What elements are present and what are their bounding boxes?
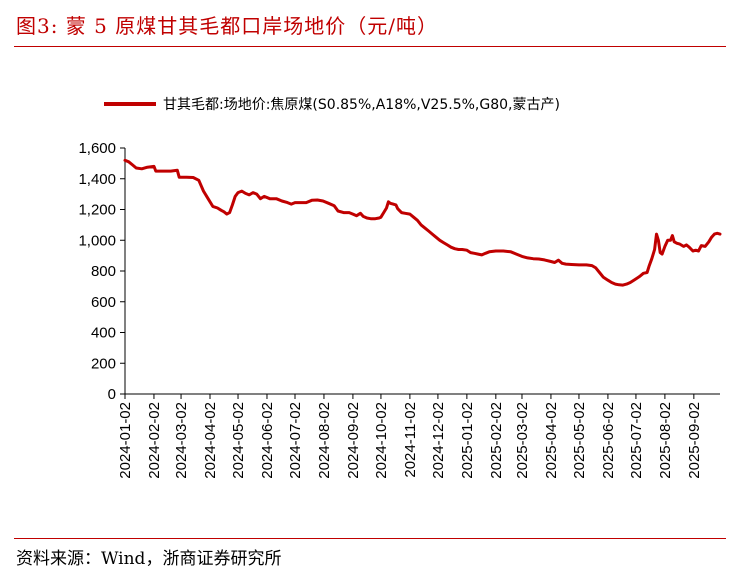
x-tick-label: 2024-08-02 <box>316 402 333 479</box>
x-tick-label: 2025-06-02 <box>600 402 617 479</box>
y-tick-label: 1,400 <box>78 171 116 188</box>
source-note: 资料来源：Wind，浙商证券研究所 <box>16 549 282 569</box>
y-tick-label: 400 <box>91 325 116 342</box>
legend-label: 甘其毛都:场地价:焦原煤(S0.85%,A18%,V25.5%,G80,蒙古产) <box>163 97 560 113</box>
x-tick-label: 2024-12-02 <box>430 402 447 479</box>
x-tick-label: 2025-02-02 <box>488 402 505 479</box>
y-tick-label: 0 <box>108 386 116 403</box>
y-tick-label: 1,200 <box>78 202 116 219</box>
x-tick-label: 2024-05-02 <box>230 402 247 479</box>
x-tick-label: 2025-04-02 <box>543 402 560 479</box>
source-divider <box>14 538 726 539</box>
x-tick-label: 2024-04-02 <box>202 402 219 479</box>
y-tick-label: 1,600 <box>78 140 116 157</box>
chart-legend: 甘其毛都:场地价:焦原煤(S0.85%,A18%,V25.5%,G80,蒙古产) <box>104 97 560 113</box>
x-tick-label: 2025-01-02 <box>459 402 476 479</box>
x-tick-label: 2024-11-02 <box>402 402 419 478</box>
x-tick-label: 2024-03-02 <box>173 402 190 479</box>
line-chart: 甘其毛都:场地价:焦原煤(S0.85%,A18%,V25.5%,G80,蒙古产)… <box>78 97 722 479</box>
x-tick-label: 2025-08-02 <box>657 402 674 479</box>
y-tick-label: 1,000 <box>78 232 116 249</box>
series-line <box>123 158 722 287</box>
title-divider <box>14 46 726 47</box>
x-tick-label: 2024-02-02 <box>146 402 163 479</box>
y-axis: 0 200 400 600 800 1,000 1,200 1,400 1,600 <box>78 140 126 403</box>
y-tick-label: 800 <box>91 263 116 280</box>
y-tick-label: 200 <box>91 355 116 372</box>
x-tick-label: 2025-09-02 <box>686 402 703 479</box>
x-tick-label: 2024-09-02 <box>345 402 362 479</box>
x-tick-label: 2024-10-02 <box>373 402 390 479</box>
x-tick-label: 2024-06-02 <box>259 402 276 479</box>
x-tick-label: 2025-07-02 <box>628 402 645 479</box>
figure-title: 图3: 蒙 5 原煤甘其毛都口岸场地价（元/吨） <box>16 14 438 38</box>
y-tick-label: 600 <box>91 294 116 311</box>
x-axis: 2024-01-02 2024-02-02 2024-03-02 2024-04-02… <box>117 393 720 479</box>
x-tick-label: 2025-05-02 <box>571 402 588 479</box>
x-tick-label: 2024-07-02 <box>287 402 304 479</box>
x-tick-label: 2024-01-02 <box>117 402 134 479</box>
plot-area <box>123 158 722 287</box>
x-tick-label: 2025-03-02 <box>514 402 531 479</box>
